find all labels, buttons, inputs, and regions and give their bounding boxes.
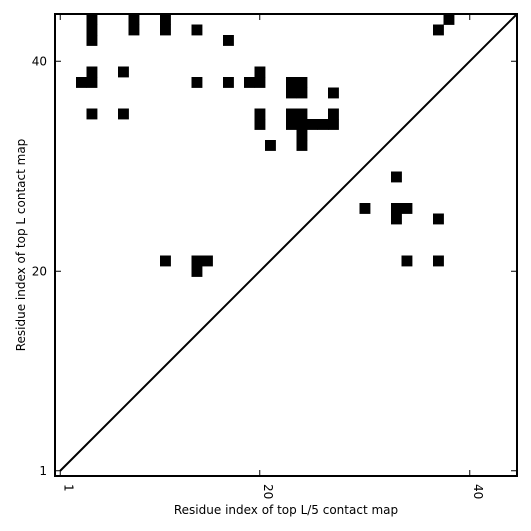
contact-cell-upper-29 bbox=[296, 108, 308, 120]
y-tick-label-40: 40 bbox=[32, 54, 47, 68]
contact-cell-upper-0 bbox=[86, 14, 98, 25]
contact-cell-upper-27 bbox=[328, 87, 339, 99]
contact-cell-upper-22 bbox=[265, 140, 276, 151]
axis-ticks: 1 20 40 1 20 40 bbox=[32, 14, 517, 499]
contact-cell-upper-21 bbox=[254, 119, 266, 130]
contact-cell-upper-31 bbox=[286, 119, 297, 130]
y-axis-label: Residue index of top L contact map bbox=[14, 139, 28, 352]
lower-triangle-contacts bbox=[160, 171, 444, 277]
contact-cell-lower-4 bbox=[391, 213, 402, 225]
y-tick-label-20: 20 bbox=[32, 264, 47, 278]
contact-cell-upper-14 bbox=[223, 77, 234, 88]
contact-cell-upper-23 bbox=[286, 77, 297, 88]
contact-cell-lower-10 bbox=[202, 255, 213, 267]
contact-cell-upper-37 bbox=[296, 140, 308, 151]
contact-cell-upper-15 bbox=[244, 77, 255, 88]
contact-cell-upper-8 bbox=[223, 35, 234, 46]
contact-cell-upper-5 bbox=[160, 14, 171, 25]
contact-cell-upper-25 bbox=[286, 87, 297, 99]
contact-cell-upper-39 bbox=[443, 14, 455, 25]
contact-cell-upper-16 bbox=[254, 77, 266, 88]
upper-triangle-contacts bbox=[76, 14, 455, 151]
contact-cell-lower-2 bbox=[391, 203, 402, 214]
contact-cell-upper-26 bbox=[296, 87, 308, 99]
contact-cell-upper-12 bbox=[118, 66, 129, 78]
contact-cell-lower-0 bbox=[391, 171, 402, 183]
contact-cell-upper-33 bbox=[307, 119, 318, 130]
contact-cell-upper-17 bbox=[254, 66, 266, 78]
contact-cell-upper-1 bbox=[86, 24, 98, 36]
contact-cell-upper-34 bbox=[317, 119, 329, 130]
x-axis-label: Residue index of top L/5 contact map bbox=[174, 503, 398, 517]
contact-cell-lower-6 bbox=[401, 255, 413, 267]
contact-cell-upper-36 bbox=[296, 129, 308, 141]
contact-cell-upper-13 bbox=[191, 77, 203, 88]
contact-cell-upper-32 bbox=[296, 119, 308, 130]
contact-cell-lower-8 bbox=[160, 255, 171, 267]
contact-cell-upper-2 bbox=[86, 35, 98, 46]
contact-cell-upper-30 bbox=[328, 108, 339, 120]
contact-cell-upper-19 bbox=[118, 108, 129, 120]
contact-cell-upper-38 bbox=[433, 24, 444, 36]
contact-cell-upper-24 bbox=[296, 77, 308, 88]
contact-cell-upper-7 bbox=[191, 24, 203, 36]
contact-cell-upper-4 bbox=[128, 24, 140, 36]
contact-cell-lower-9 bbox=[191, 255, 203, 267]
plot-frame bbox=[54, 13, 518, 477]
contact-cell-upper-35 bbox=[328, 119, 339, 130]
contact-cell-lower-3 bbox=[401, 203, 413, 214]
contact-cell-lower-7 bbox=[433, 255, 444, 267]
y-tick-label-1: 1 bbox=[39, 464, 47, 478]
contact-cell-upper-18 bbox=[86, 108, 98, 120]
x-tick-label-1: 1 bbox=[61, 484, 75, 492]
x-tick-label-20: 20 bbox=[261, 484, 275, 499]
contact-cell-upper-20 bbox=[254, 108, 266, 120]
contact-cell-upper-11 bbox=[86, 66, 98, 78]
contact-cell-upper-6 bbox=[160, 24, 171, 36]
contact-cell-upper-9 bbox=[76, 77, 87, 88]
contact-cell-lower-11 bbox=[191, 266, 203, 277]
diagonal-line bbox=[59, 13, 518, 472]
contact-cell-upper-3 bbox=[128, 14, 140, 25]
contact-cell-lower-5 bbox=[433, 213, 444, 225]
contact-cell-upper-10 bbox=[86, 77, 98, 88]
x-tick-label-40: 40 bbox=[471, 484, 485, 499]
contact-cell-upper-28 bbox=[286, 108, 297, 120]
contact-cell-lower-1 bbox=[359, 203, 371, 214]
